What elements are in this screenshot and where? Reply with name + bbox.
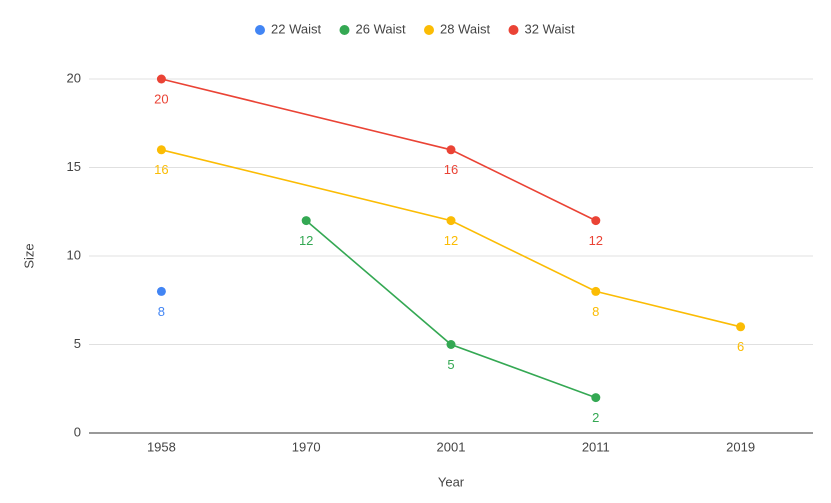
legend-marker — [255, 25, 265, 35]
data-point — [156, 74, 166, 84]
y-tick-label: 15 — [67, 159, 81, 174]
legend-label: 22 Waist — [271, 21, 321, 36]
data-label: 12 — [299, 233, 313, 248]
data-point — [156, 145, 166, 155]
data-label: 12 — [589, 233, 603, 248]
legend-marker — [339, 25, 350, 35]
data-point — [591, 216, 601, 226]
data-point — [591, 286, 601, 296]
legend-marker — [424, 25, 434, 35]
x-tick-label: 2001 — [437, 439, 466, 454]
data-point — [446, 145, 456, 155]
y-axis-title: Size — [21, 243, 36, 268]
x-tick-label: 2011 — [582, 439, 610, 454]
data-point — [591, 393, 601, 403]
y-tick-label: 20 — [67, 70, 81, 85]
data-point — [446, 340, 456, 349]
legend-label: 28 Waist — [440, 21, 490, 36]
data-point — [736, 322, 746, 332]
data-label: 5 — [447, 357, 454, 372]
y-tick-label: 10 — [67, 247, 81, 262]
y-tick-label: 5 — [74, 336, 81, 351]
x-tick-label: 2019 — [726, 439, 755, 454]
data-label: 8 — [592, 304, 599, 319]
data-label: 8 — [158, 304, 165, 319]
legend-label: 32 Waist — [525, 21, 575, 36]
data-point — [446, 216, 456, 226]
data-point — [156, 286, 166, 296]
data-label: 12 — [444, 233, 458, 248]
data-label: 20 — [154, 91, 168, 106]
x-tick-label: 1958 — [147, 439, 176, 454]
x-tick-label: 1970 — [292, 439, 321, 454]
data-label: 2 — [592, 410, 599, 425]
data-label: 6 — [737, 339, 744, 354]
y-tick-label: 0 — [74, 424, 81, 439]
data-point — [301, 216, 311, 226]
series-line — [161, 78, 597, 222]
x-axis-title: Year — [438, 474, 465, 489]
series-line — [161, 149, 741, 328]
legend-label: 26 Waist — [356, 21, 406, 36]
legend-marker — [508, 25, 519, 35]
data-label: 16 — [154, 162, 168, 177]
data-label: 16 — [444, 162, 458, 177]
